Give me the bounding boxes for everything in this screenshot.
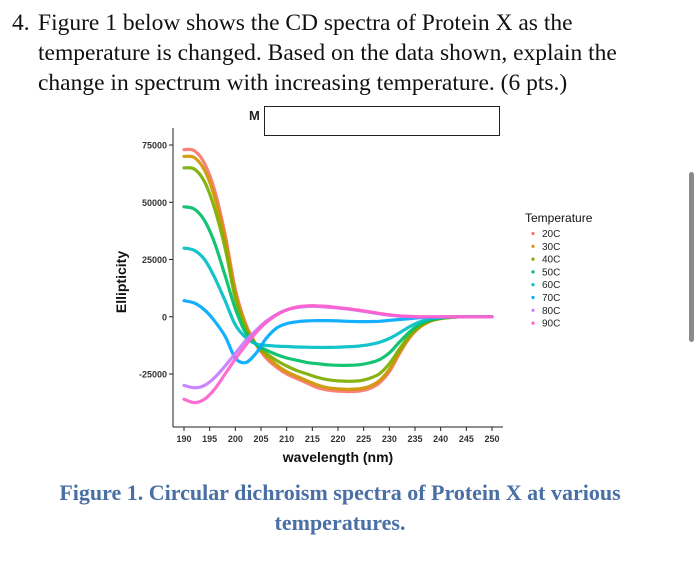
y-tick-label: 75000: [142, 141, 167, 151]
x-tick-label: 200: [228, 434, 243, 444]
answer-box: [264, 106, 500, 136]
legend-key-30C: [531, 244, 535, 248]
x-tick-label: 210: [279, 434, 294, 444]
x-tick-label: 220: [330, 434, 345, 444]
y-tick-label: -25000: [139, 370, 167, 380]
question-text: 4. Figure 1 below shows the CD spectra of…: [12, 8, 682, 98]
x-tick-label: 230: [382, 434, 397, 444]
legend-key-50C: [531, 270, 535, 274]
x-tick-label: 215: [305, 434, 320, 444]
legend-key-90C: [531, 321, 535, 325]
x-tick-label: 235: [407, 434, 422, 444]
legend-label-30C: 30C: [542, 242, 560, 253]
legend-label-60C: 60C: [542, 280, 560, 291]
x-axis-label: wavelength (nm): [282, 449, 393, 465]
question-number: 4.: [12, 10, 30, 36]
scrollbar[interactable]: [689, 172, 694, 342]
legend-key-40C: [531, 257, 535, 261]
legend-key-20C: [531, 231, 535, 236]
legend-label-50C: 50C: [542, 267, 560, 278]
legend-label-90C: 90C: [542, 319, 560, 330]
legend-title: Temperature: [525, 211, 593, 225]
question-line-2: temperature is changed. Based on the dat…: [38, 40, 617, 66]
x-tick-label: 250: [484, 434, 499, 444]
x-tick-label: 245: [459, 434, 474, 444]
legend-label-80C: 80C: [542, 306, 560, 317]
question-line-3: change in spectrum with increasing tempe…: [38, 70, 568, 96]
y-tick-label: 0: [162, 312, 167, 322]
x-tick-label: 225: [356, 434, 371, 444]
y-tick-label: 25000: [142, 255, 167, 265]
legend-label-40C: 40C: [542, 255, 560, 266]
x-tick-label: 205: [253, 434, 268, 444]
legend-key-60C: [531, 283, 535, 287]
caption-line-1: Figure 1. Circular dichroism spectra of …: [59, 480, 621, 505]
figure-caption: Figure 1. Circular dichroism spectra of …: [0, 478, 680, 538]
series-line-90C: [182, 304, 494, 405]
question-line-1: Figure 1 below shows the CD spectra of P…: [38, 10, 573, 36]
series-line-50C: [182, 205, 494, 367]
legend-key-80C: [531, 308, 535, 312]
x-tick-label: 240: [433, 434, 448, 444]
legend-label-70C: 70C: [542, 293, 560, 304]
x-tick-label: 195: [202, 434, 217, 444]
y-axis-label: Ellipticity: [113, 251, 129, 313]
cd-spectra-chart: 75000 50000 25000 0 -25000 190 195 200 205 210 215…: [113, 128, 593, 465]
caption-line-2: temperatures.: [274, 510, 406, 535]
x-tick-label: 190: [176, 434, 191, 444]
y-tick-label: 50000: [142, 198, 167, 208]
legend-key-70C: [531, 295, 535, 300]
legend-label-20C: 20C: [542, 229, 560, 240]
chart-title: M: [249, 108, 260, 123]
